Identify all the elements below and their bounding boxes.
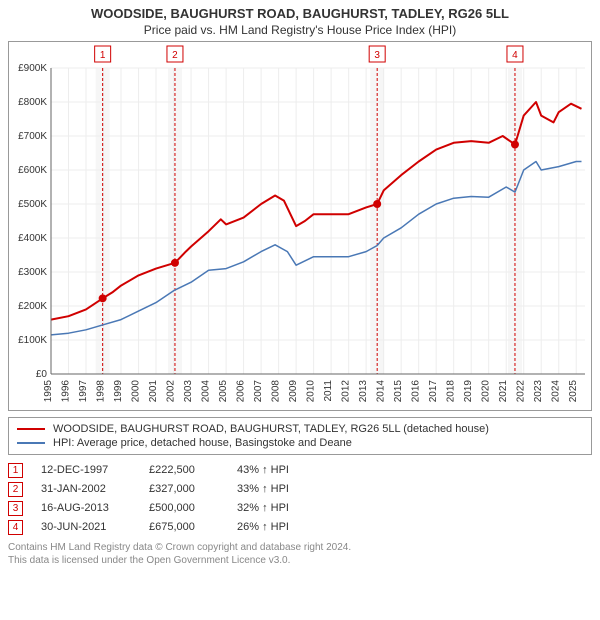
- footer-line-1: Contains HM Land Registry data © Crown c…: [8, 541, 592, 554]
- svg-text:1998: 1998: [96, 379, 107, 402]
- svg-text:2014: 2014: [376, 379, 387, 402]
- svg-text:2019: 2019: [463, 379, 474, 402]
- events-table: 1 12-DEC-1997 £222,500 43% ↑ HPI 2 31-JAN-200…: [8, 461, 592, 537]
- footer-attribution: Contains HM Land Registry data © Crown c…: [8, 541, 592, 567]
- event-marker: 2: [8, 482, 23, 497]
- svg-text:£300K: £300K: [18, 267, 47, 278]
- event-marker: 4: [8, 520, 23, 535]
- svg-text:£800K: £800K: [18, 97, 47, 108]
- legend-item: HPI: Average price, detached house, Basi…: [17, 436, 583, 450]
- legend: WOODSIDE, BAUGHURST ROAD, BAUGHURST, TAD…: [8, 417, 592, 455]
- svg-text:1999: 1999: [113, 379, 124, 402]
- svg-text:2015: 2015: [393, 379, 404, 402]
- chart-container: WOODSIDE, BAUGHURST ROAD, BAUGHURST, TAD…: [0, 0, 600, 620]
- svg-text:2017: 2017: [428, 379, 439, 402]
- svg-text:£0: £0: [36, 369, 48, 380]
- svg-text:2000: 2000: [131, 379, 142, 402]
- event-date: 12-DEC-1997: [41, 464, 131, 476]
- svg-text:1997: 1997: [78, 379, 89, 402]
- svg-text:2021: 2021: [498, 379, 509, 402]
- event-row: 4 30-JUN-2021 £675,000 26% ↑ HPI: [8, 518, 592, 537]
- svg-text:2005: 2005: [218, 379, 229, 402]
- event-price: £675,000: [149, 521, 219, 533]
- svg-text:1: 1: [100, 50, 106, 61]
- svg-text:2025: 2025: [568, 379, 579, 402]
- svg-text:£600K: £600K: [18, 165, 47, 176]
- event-price: £222,500: [149, 464, 219, 476]
- svg-text:2010: 2010: [306, 379, 317, 402]
- chart-plot-area: £0 £100K £200K £300K £400K £500K £600K £700K £80…: [8, 41, 592, 411]
- svg-text:£900K: £900K: [18, 63, 47, 74]
- svg-text:£700K: £700K: [18, 131, 47, 142]
- chart-title: WOODSIDE, BAUGHURST ROAD, BAUGHURST, TAD…: [8, 6, 592, 23]
- event-diff: 33% ↑ HPI: [237, 483, 327, 495]
- event-row: 3 16-AUG-2013 £500,000 32% ↑ HPI: [8, 499, 592, 518]
- event-row: 1 12-DEC-1997 £222,500 43% ↑ HPI: [8, 461, 592, 480]
- svg-text:3: 3: [374, 50, 380, 61]
- svg-text:£400K: £400K: [18, 233, 47, 244]
- event-price: £327,000: [149, 483, 219, 495]
- svg-text:2007: 2007: [253, 379, 264, 402]
- svg-text:2018: 2018: [446, 379, 457, 402]
- event-date: 30-JUN-2021: [41, 521, 131, 533]
- svg-text:2011: 2011: [323, 379, 334, 401]
- svg-text:£200K: £200K: [18, 301, 47, 312]
- svg-text:1996: 1996: [61, 379, 72, 402]
- svg-text:2020: 2020: [481, 379, 492, 402]
- svg-text:2008: 2008: [271, 379, 282, 402]
- event-row: 2 31-JAN-2002 £327,000 33% ↑ HPI: [8, 480, 592, 499]
- chart-svg: £0 £100K £200K £300K £400K £500K £600K £700K £80…: [9, 42, 591, 410]
- event-date: 16-AUG-2013: [41, 502, 131, 514]
- legend-label: WOODSIDE, BAUGHURST ROAD, BAUGHURST, TAD…: [53, 423, 489, 435]
- svg-text:2013: 2013: [358, 379, 369, 402]
- event-diff: 26% ↑ HPI: [237, 521, 327, 533]
- svg-text:4: 4: [512, 50, 518, 61]
- event-marker: 1: [8, 463, 23, 478]
- svg-text:£100K: £100K: [18, 335, 47, 346]
- svg-text:2023: 2023: [533, 379, 544, 402]
- legend-swatch: [17, 428, 45, 430]
- chart-subtitle: Price paid vs. HM Land Registry's House …: [8, 23, 592, 37]
- svg-text:£500K: £500K: [18, 199, 47, 210]
- event-date: 31-JAN-2002: [41, 483, 131, 495]
- event-diff: 32% ↑ HPI: [237, 502, 327, 514]
- svg-text:2016: 2016: [411, 379, 422, 402]
- svg-text:2: 2: [172, 50, 178, 61]
- svg-text:2022: 2022: [516, 379, 527, 402]
- svg-text:1995: 1995: [43, 379, 54, 402]
- event-diff: 43% ↑ HPI: [237, 464, 327, 476]
- svg-text:2024: 2024: [551, 379, 562, 402]
- svg-text:2012: 2012: [341, 379, 352, 402]
- svg-text:2006: 2006: [236, 379, 247, 402]
- svg-text:2002: 2002: [166, 379, 177, 402]
- event-price: £500,000: [149, 502, 219, 514]
- svg-text:2009: 2009: [288, 379, 299, 402]
- svg-text:2001: 2001: [148, 379, 159, 402]
- svg-text:2004: 2004: [201, 379, 212, 402]
- legend-swatch: [17, 442, 45, 444]
- svg-text:2003: 2003: [183, 379, 194, 402]
- legend-label: HPI: Average price, detached house, Basi…: [53, 437, 352, 449]
- footer-line-2: This data is licensed under the Open Gov…: [8, 554, 592, 567]
- event-marker: 3: [8, 501, 23, 516]
- legend-item: WOODSIDE, BAUGHURST ROAD, BAUGHURST, TAD…: [17, 422, 583, 436]
